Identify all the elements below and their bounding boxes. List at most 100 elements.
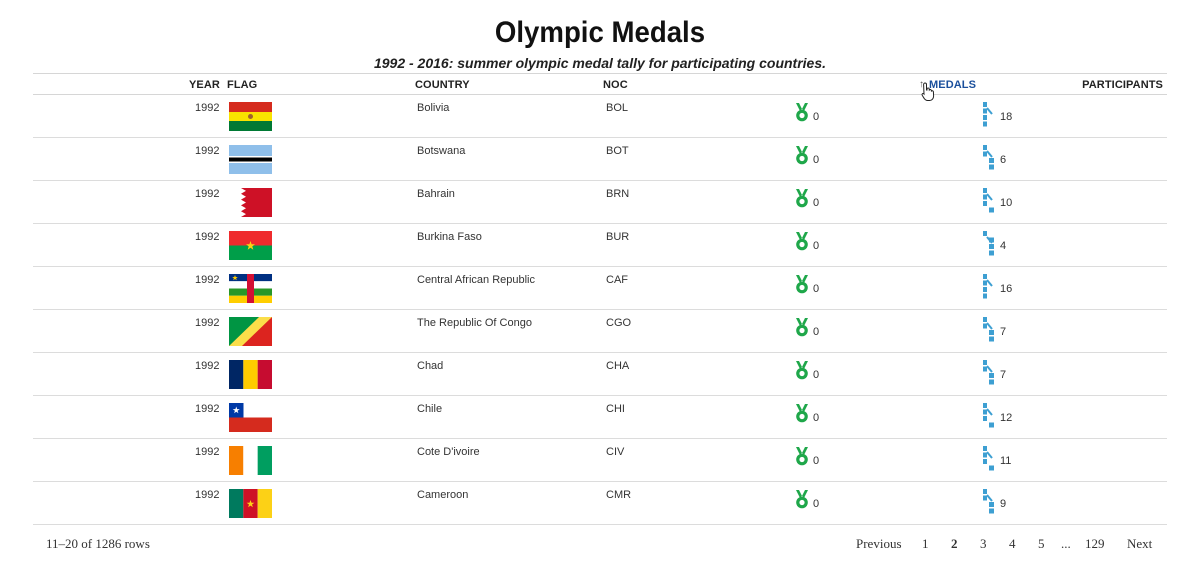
participants-icon: [983, 188, 997, 217]
medals-cell: 0: [794, 188, 819, 211]
medals-cell: 0: [794, 446, 819, 469]
country-cell: Chad: [417, 360, 444, 372]
table-row[interactable]: 1992 Cote D'ivoire CIV 0 11: [33, 439, 1167, 482]
column-header-noc[interactable]: NOC: [603, 79, 628, 91]
medals-table: YEAR FLAG COUNTRY NOC ↑ MEDALS PARTICIPA…: [33, 73, 1167, 525]
medal-count: 0: [813, 239, 820, 252]
table-row[interactable]: 1992 Central African Republic CAF 0 16: [33, 267, 1167, 310]
flag-chile-icon: [229, 403, 272, 432]
medals-cell: 0: [794, 145, 819, 168]
page-button-129[interactable]: 129: [1085, 536, 1105, 551]
noc-cell: CAF: [606, 274, 628, 286]
flag-bolivia-icon: [229, 102, 272, 131]
participants-cell: 4: [983, 231, 1006, 260]
page-button-2[interactable]: 2: [951, 536, 958, 551]
country-cell: Bahrain: [417, 188, 455, 200]
noc-cell: BRN: [606, 188, 630, 200]
table-row[interactable]: 1992 Chad CHA 0 7: [33, 353, 1167, 396]
participant-count: 18: [1000, 110, 1013, 123]
medals-cell: 0: [794, 317, 819, 340]
medal-icon: [794, 446, 810, 469]
participants-cell: 12: [983, 403, 1012, 432]
medals-cell: 0: [794, 360, 819, 383]
column-header-year[interactable]: YEAR: [189, 79, 220, 91]
medals-cell: 0: [794, 403, 819, 426]
column-header-flag[interactable]: FLAG: [227, 79, 258, 91]
flag-cameroon-icon: [229, 489, 272, 518]
medals-cell: 0: [794, 231, 819, 254]
medal-icon: [794, 188, 810, 211]
participants-cell: 7: [983, 317, 1006, 346]
participants-icon: [983, 360, 997, 389]
participants-icon: [983, 403, 997, 432]
medals-cell: 0: [794, 102, 819, 125]
column-header-medals[interactable]: MEDALS: [929, 79, 977, 91]
participant-count: 16: [1000, 282, 1013, 295]
participants-icon: [983, 102, 997, 131]
year-cell: 1992: [195, 102, 220, 114]
participants-cell: 10: [983, 188, 1012, 217]
year-cell: 1992: [195, 360, 220, 372]
page-button-3[interactable]: 3: [980, 536, 987, 551]
next-page-button[interactable]: Next: [1127, 536, 1153, 551]
medal-count: 0: [813, 153, 820, 166]
medal-icon: [794, 274, 810, 297]
noc-cell: CMR: [606, 489, 632, 501]
pagination: Previous 1 2 3 4 5 ... 129 Next: [0, 536, 1200, 556]
previous-page-button[interactable]: Previous: [856, 536, 902, 551]
participant-count: 6: [1000, 153, 1007, 166]
participant-count: 7: [1000, 368, 1007, 381]
medal-count: 0: [813, 411, 820, 424]
page-title: Olympic Medals: [494, 16, 706, 49]
hand-cursor-icon: [921, 82, 935, 101]
medal-icon: [794, 403, 810, 426]
participant-count: 11: [1000, 454, 1012, 467]
medal-icon: [794, 231, 810, 254]
flag-burkina-faso-icon: [229, 231, 272, 260]
participant-count: 12: [1000, 411, 1013, 424]
country-cell: The Republic Of Congo: [417, 317, 532, 329]
country-cell: Chile: [417, 403, 443, 415]
participants-cell: 18: [983, 102, 1012, 131]
table-row[interactable]: 1992 Burkina Faso BUR 0 4: [33, 224, 1167, 267]
country-cell: Central African Republic: [417, 274, 536, 286]
noc-cell: BOT: [606, 145, 629, 157]
table-row[interactable]: 1992 Chile CHI 0 12: [33, 396, 1167, 439]
table-row[interactable]: 1992 Bolivia BOL 0 18: [33, 95, 1167, 138]
table-row[interactable]: 1992 Botswana BOT 0 6: [33, 138, 1167, 181]
country-cell: Cameroon: [417, 489, 469, 501]
flag-cote-divoire-icon: [229, 446, 272, 475]
page-button-4[interactable]: 4: [1009, 536, 1016, 551]
year-cell: 1992: [195, 489, 220, 501]
year-cell: 1992: [195, 145, 220, 157]
medal-count: 0: [813, 368, 820, 381]
country-cell: Botswana: [417, 145, 466, 157]
column-header-country[interactable]: COUNTRY: [415, 79, 470, 91]
page-button-5[interactable]: 5: [1038, 536, 1045, 551]
participants-icon: [983, 274, 997, 303]
column-header-participants[interactable]: PARTICIPANTS: [1082, 79, 1163, 91]
participants-cell: 6: [983, 145, 1006, 174]
noc-cell: BOL: [606, 102, 629, 114]
participants-icon: [983, 145, 997, 174]
medal-count: 0: [813, 282, 820, 295]
participant-count: 9: [1000, 497, 1007, 510]
medal-count: 0: [813, 196, 820, 209]
participant-count: 10: [1000, 196, 1013, 209]
row-range-info: 11–20 of 1286 rows: [46, 536, 150, 551]
table-row[interactable]: 1992 Cameroon CMR 0 9: [33, 482, 1167, 525]
participants-cell: 16: [983, 274, 1012, 303]
noc-cell: BUR: [606, 231, 630, 243]
medal-icon: [794, 145, 810, 168]
table-row[interactable]: 1992 Bahrain BRN 0 10: [33, 181, 1167, 224]
medals-cell: 0: [794, 489, 819, 512]
table-row[interactable]: 1992 The Republic Of Congo CGO 0 7: [33, 310, 1167, 353]
country-cell: Burkina Faso: [417, 231, 482, 243]
year-cell: 1992: [195, 274, 220, 286]
participant-count: 7: [1000, 325, 1007, 338]
medal-icon: [794, 317, 810, 340]
page-button-1[interactable]: 1: [922, 536, 929, 551]
sort-caret-icon[interactable]: ↑: [919, 79, 925, 90]
table-body: 1992 Bolivia BOL 0 18 1992 Botswana BOT …: [33, 95, 1167, 525]
year-cell: 1992: [195, 188, 220, 200]
